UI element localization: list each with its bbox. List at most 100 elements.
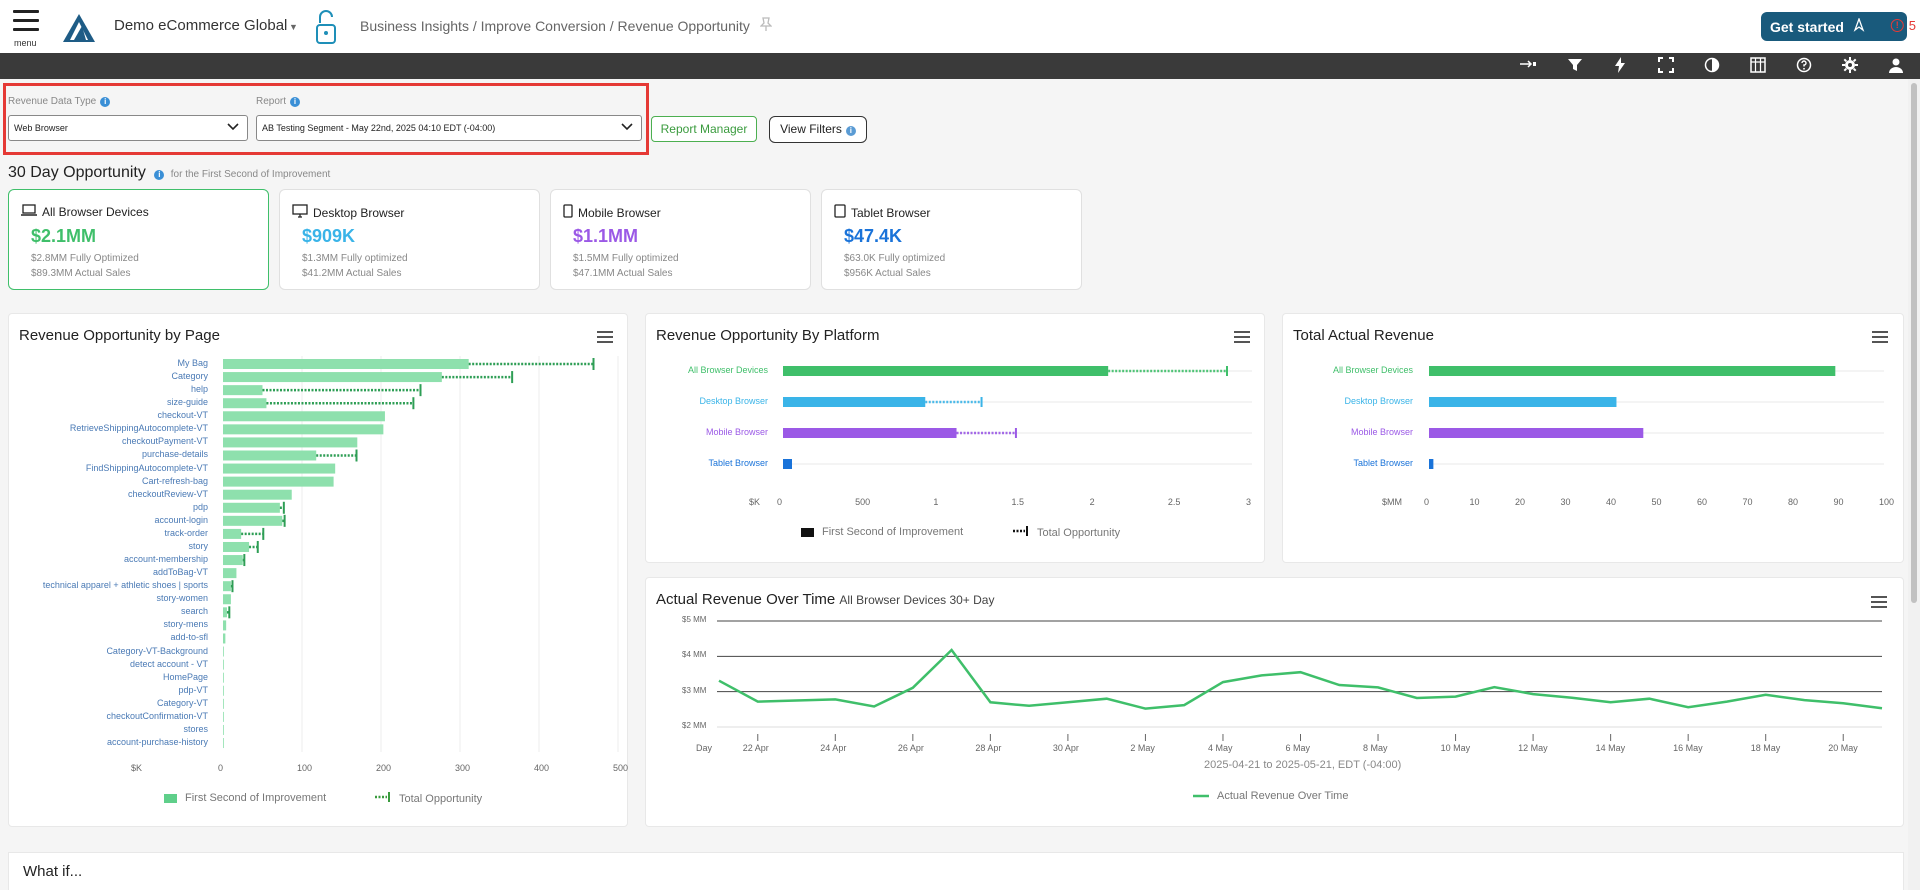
bar-first-second [223, 476, 334, 487]
menu-button[interactable]: menu [12, 10, 40, 50]
bar-first-second [223, 633, 226, 644]
legend-total-opportunity[interactable]: Total Opportunity [1013, 526, 1120, 539]
x-tick-label: 24 Apr [820, 743, 847, 753]
x-tick-label: 40 [1606, 497, 1617, 507]
bar-first-second [223, 528, 242, 539]
brand-logo-icon[interactable] [62, 12, 96, 49]
info-icon: i [845, 126, 856, 136]
x-tick-label: 14 May [1595, 743, 1626, 753]
pin-icon[interactable] [759, 17, 773, 34]
info-icon[interactable]: i [154, 170, 165, 180]
card-optimized: $1.5MM Fully optimized [573, 253, 679, 264]
view-filters-button[interactable]: View Filters i [769, 116, 867, 143]
legend-first-second[interactable]: First Second of Improvement [801, 526, 963, 538]
bar-first-second [783, 459, 791, 469]
revenue-type-select[interactable]: Web Browser [8, 115, 248, 141]
category-label: Category-VT [156, 697, 208, 708]
chart-menu-icon[interactable] [1872, 331, 1888, 343]
card-all-browser-devices[interactable]: All Browser Devices $2.1MM $2.8MM Fully … [8, 189, 269, 290]
card-title: Mobile Browser [578, 205, 661, 220]
toolbar [0, 53, 1920, 79]
get-started-label: Get started [1770, 18, 1844, 35]
info-icon[interactable]: i [290, 97, 301, 107]
opportunity-subtitle: for the First Second of Improvement [170, 169, 331, 180]
report-manager-button[interactable]: Report Manager [651, 116, 757, 142]
settings-icon[interactable] [1840, 57, 1860, 75]
get-started-button[interactable]: Get started [1761, 12, 1907, 41]
page-scrollbar[interactable] [1908, 79, 1920, 890]
bar-first-second [223, 607, 227, 618]
category-label: All Browser Devices [687, 365, 768, 375]
legend-total-opportunity[interactable]: Total Opportunity [375, 792, 482, 805]
category-label: checkoutPayment-VT [121, 436, 208, 447]
report-select[interactable]: AB Testing Segment - May 22nd, 2025 04:1… [256, 115, 642, 141]
bar-first-second [223, 515, 283, 526]
card-mobile-browser[interactable]: Mobile Browser $1.1MM $1.5MM Fully optim… [550, 189, 811, 290]
help-icon[interactable] [1794, 57, 1814, 75]
login-icon[interactable] [1518, 57, 1538, 75]
chart-menu-icon[interactable] [597, 331, 613, 343]
category-label: pdp [192, 501, 208, 512]
x-tick-label: 1 [933, 497, 939, 507]
bar-first-second [223, 502, 280, 513]
org-name[interactable]: Demo eCommerce Global [114, 17, 288, 34]
x-tick-label: 80 [1788, 497, 1799, 507]
bar-first-second [223, 594, 231, 605]
alert-badge[interactable]: ! 5 [1890, 18, 1916, 33]
category-label: Desktop Browser [699, 396, 768, 406]
x-tick-label: 18 May [1750, 743, 1781, 753]
x-tick-label: 70 [1742, 497, 1753, 507]
category-label: Tablet Browser [1353, 458, 1413, 468]
card-value: $2.1MM [31, 226, 97, 246]
legend-label: Total Opportunity [399, 792, 483, 805]
panel-title: Actual Revenue Over Time All Browser Dev… [656, 591, 994, 608]
card-desktop-browser[interactable]: Desktop Browser $909K $1.3MM Fully optim… [279, 189, 540, 290]
axis-unit-label: $MM [1382, 497, 1402, 507]
card-optimized: $2.8MM Fully Optimized [31, 253, 139, 264]
category-label: pdp-VT [178, 684, 208, 695]
x-tick-label: 100 [1879, 497, 1895, 507]
x-tick-label: 2 May [1130, 743, 1155, 753]
org-dropdown-icon[interactable]: ▼ [289, 22, 298, 32]
menu-icon-bar [13, 19, 39, 22]
card-tablet-browser[interactable]: Tablet Browser $47.4K $63.0K Fully optim… [821, 189, 1082, 290]
breadcrumb[interactable]: Business Insights / Improve Conversion /… [360, 18, 750, 34]
whatif-panel: What if... [8, 852, 1904, 890]
category-label: Mobile Browser [705, 427, 768, 437]
legend-first-second[interactable]: First Second of Improvement [164, 792, 326, 804]
bar-first-second [223, 620, 227, 631]
user-icon[interactable] [1886, 57, 1906, 75]
filter-icon[interactable] [1565, 57, 1585, 75]
contrast-icon[interactable] [1702, 57, 1722, 75]
chart-menu-icon[interactable] [1234, 331, 1250, 343]
x-tick-label: 500 [613, 763, 629, 773]
category-label: technical apparel + athletic shoes | spo… [42, 580, 208, 591]
legend-label: First Second of Improvement [822, 526, 964, 538]
x-tick-label: 100 [297, 763, 313, 773]
scrollbar-thumb[interactable] [1911, 83, 1917, 603]
unlock-icon[interactable] [314, 9, 338, 50]
rocket-icon [1852, 17, 1866, 35]
line-actual-revenue [718, 648, 1883, 710]
category-label: track-order [164, 527, 208, 538]
category-label: Tablet Browser [708, 458, 768, 468]
chart-menu-icon[interactable] [1871, 596, 1887, 608]
legend-actual-revenue[interactable]: Actual Revenue Over Time [1193, 790, 1348, 802]
bar-first-second [223, 581, 231, 592]
category-label: checkoutConfirmation-VT [106, 710, 208, 721]
card-actual-sales: $47.1MM Actual Sales [573, 268, 673, 279]
category-label: account-membership [123, 554, 208, 565]
category-label: account-purchase-history [106, 737, 208, 748]
category-label: addToBag-VT [152, 567, 208, 578]
bolt-icon[interactable] [1610, 57, 1630, 75]
info-icon[interactable]: i [100, 97, 111, 107]
columns-icon[interactable] [1748, 57, 1768, 75]
x-tick-label: 26 Apr [897, 743, 924, 753]
panel-revenue-over-time: Actual Revenue Over Time All Browser Dev… [645, 577, 1904, 827]
card-value: $909K [302, 226, 356, 246]
legend-label: Actual Revenue Over Time [1217, 790, 1349, 802]
revenue-type-label: Revenue Data Type i [8, 96, 111, 107]
category-label: Cart-refresh-bag [141, 475, 208, 486]
category-label: help [190, 384, 208, 395]
fullscreen-icon[interactable] [1656, 57, 1676, 75]
